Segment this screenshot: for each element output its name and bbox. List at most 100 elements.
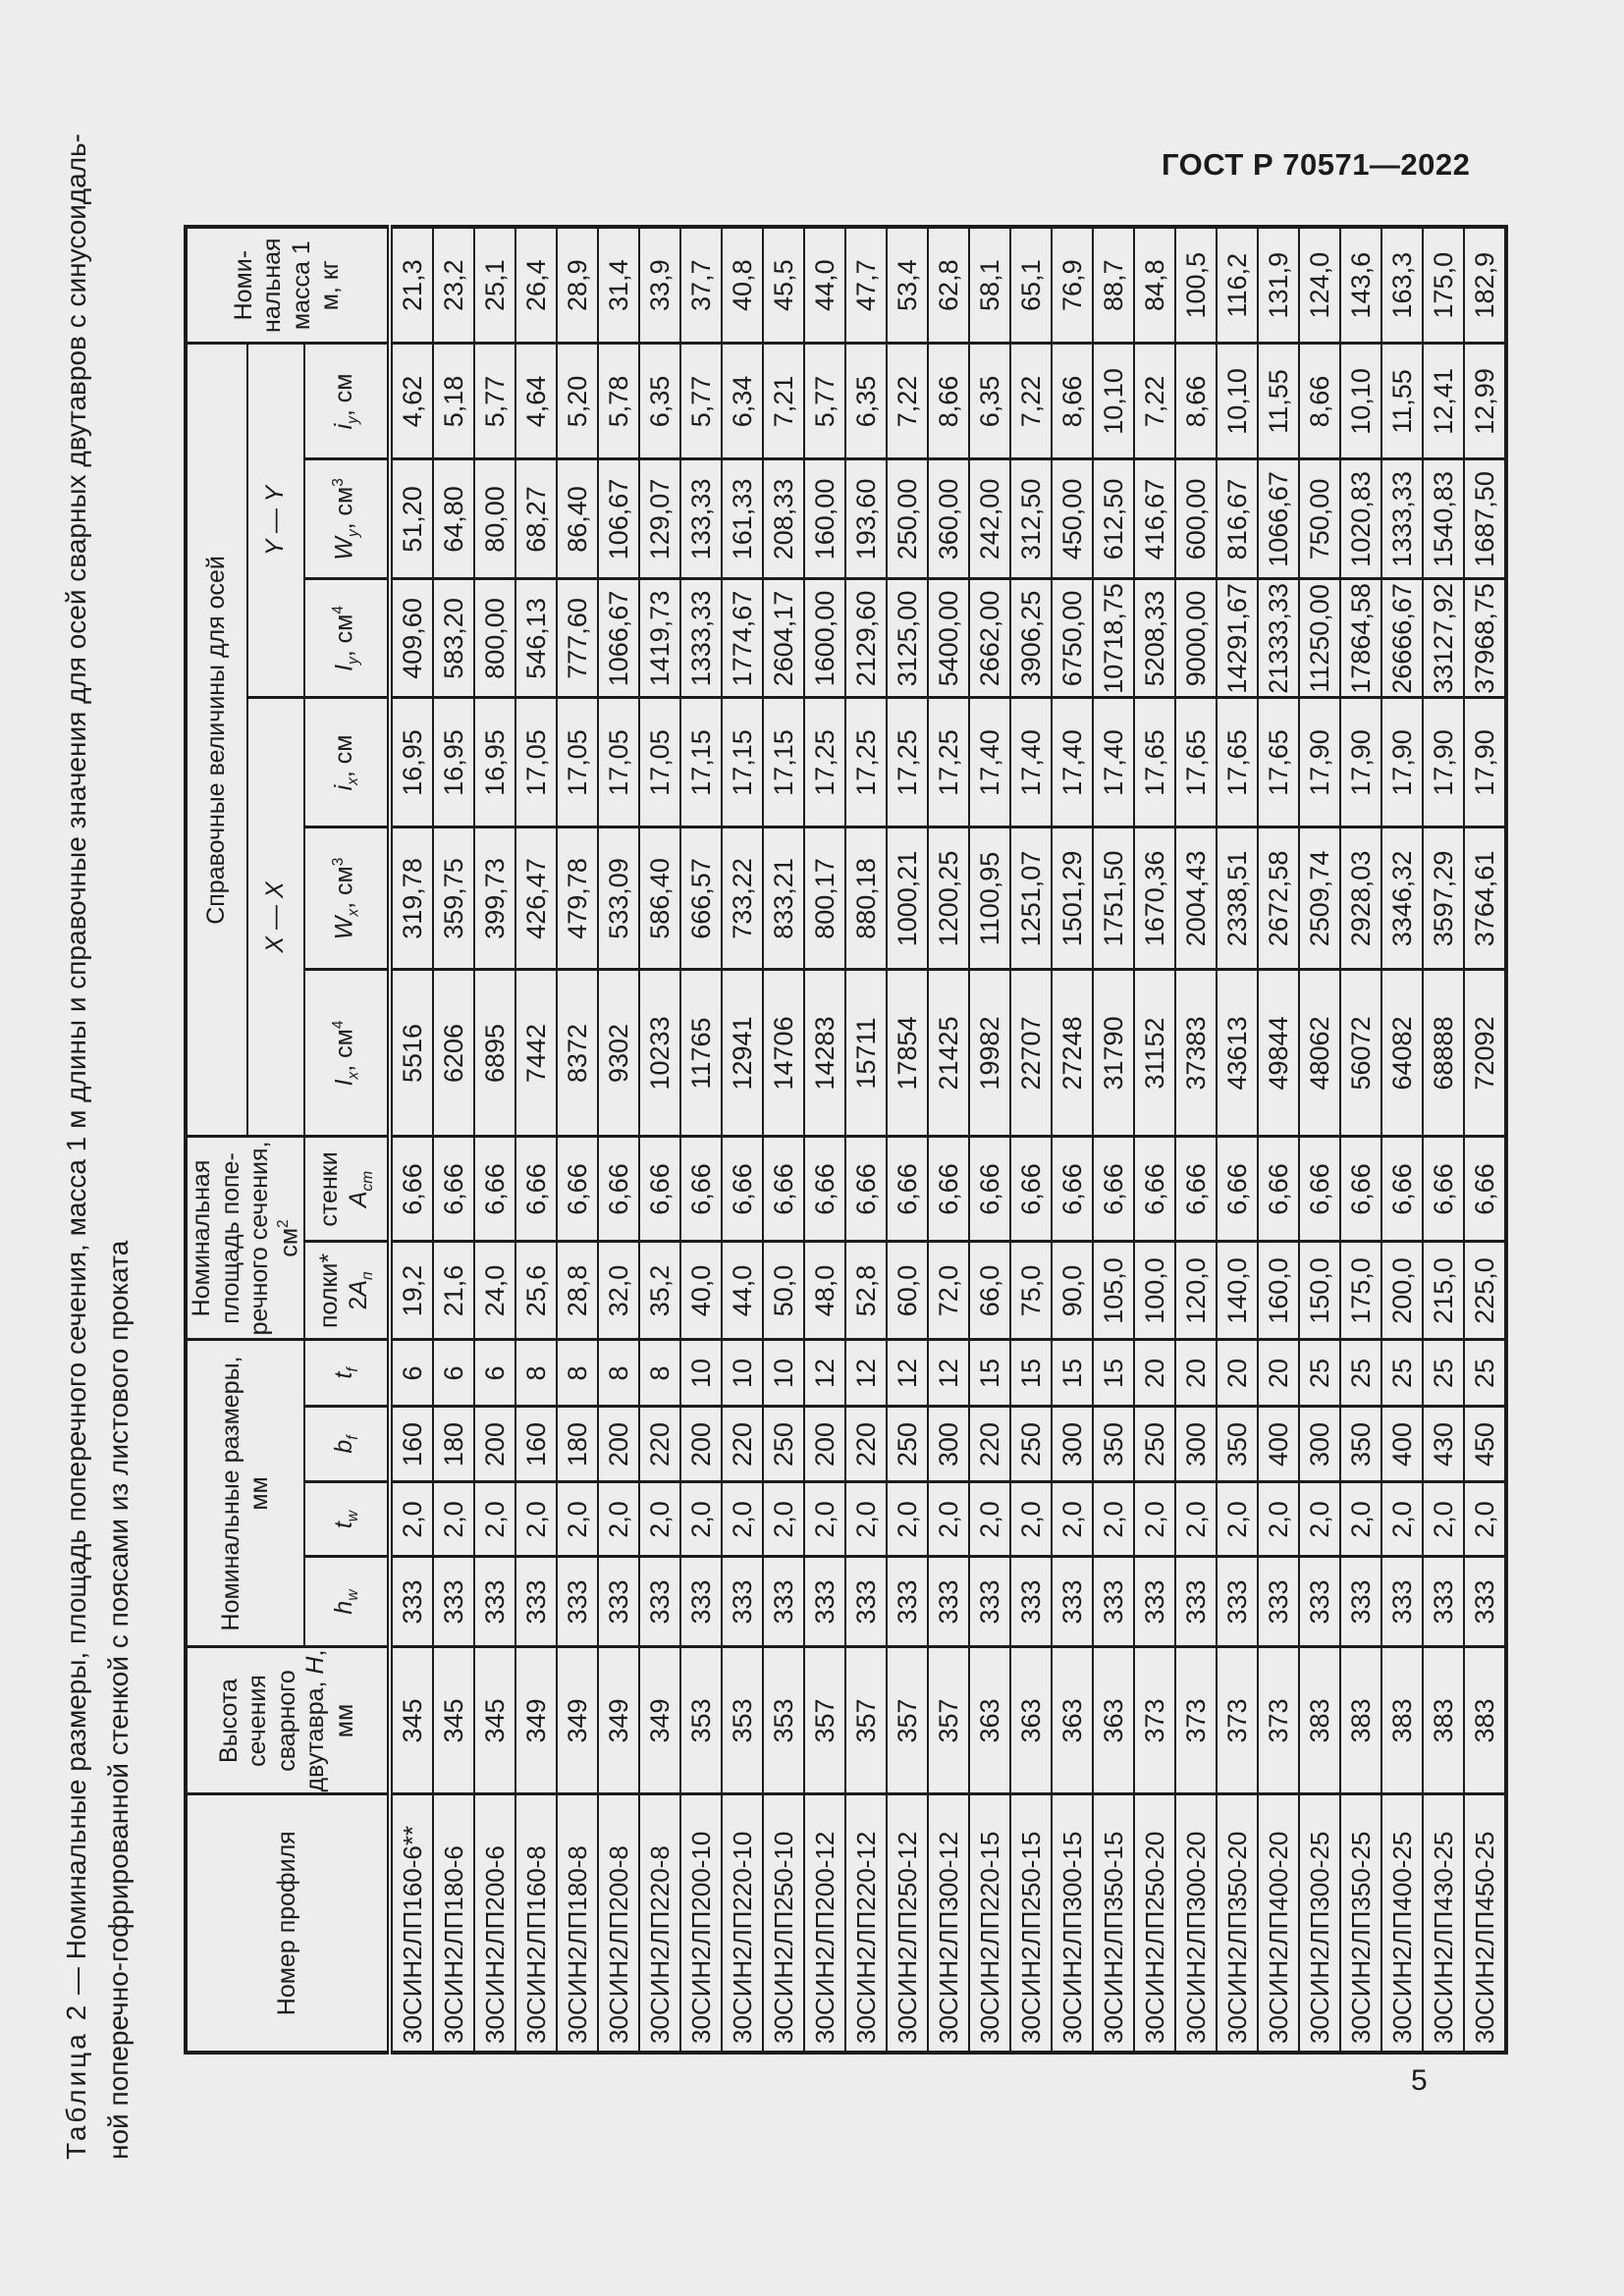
cell-ix: 17,15 [722,697,764,828]
cell-iy: 8,66 [1052,343,1094,459]
cell-hw: 333 [1340,1557,1382,1647]
cell-Ix: 9302 [598,969,640,1137]
cell-profile: 30СИН2ЛП180-6 [433,1794,475,2053]
cell-tw: 2,0 [1010,1482,1053,1557]
cell-tw: 2,0 [1217,1482,1259,1557]
cell-tf: 6 [390,1339,434,1407]
cell-mass: 25,1 [474,226,516,344]
cell-hw: 333 [1299,1557,1341,1647]
cell-tf: 8 [557,1339,599,1407]
cell-iy: 5,77 [804,343,846,459]
cell-mass: 88,7 [1093,226,1135,344]
table-row: 30СИН2ЛП180-8 349 333 2,0 180 8 28,8 6,66 8372 47… [557,226,599,2053]
col-header-iy: iy, см [304,343,391,459]
cell-tw: 2,0 [1258,1482,1300,1557]
cell-iy: 11,55 [1258,343,1300,459]
cell-Iy: 2604,17 [763,578,805,698]
cell-Wx: 359,75 [433,827,475,970]
cell-tf: 15 [969,1339,1011,1407]
cell-mass: 143,6 [1340,226,1382,344]
cell-hw: 333 [1258,1557,1300,1647]
cell-mass: 65,1 [1010,226,1053,344]
cell-A-flange: 75,0 [1010,1241,1053,1340]
cell-Iy: 3906,25 [1010,578,1053,698]
cell-mass: 131,9 [1258,226,1300,344]
cell-iy: 4,62 [390,343,434,459]
cell-A-flange: 120,0 [1175,1241,1218,1340]
cell-A-flange: 105,0 [1093,1241,1135,1340]
table-row: 30СИН2ЛП220-8 349 333 2,0 220 8 35,2 6,66 10233 5… [639,226,681,2053]
cell-hw: 333 [969,1557,1011,1647]
cell-iy: 6,35 [639,343,681,459]
cell-Wy: 106,67 [598,458,640,579]
cell-ix: 16,95 [474,697,516,828]
cell-tw: 2,0 [845,1482,888,1557]
cell-tf: 10 [722,1339,764,1407]
cell-ix: 17,65 [1175,697,1218,828]
cell-mass: 21,3 [390,226,434,344]
cell-ix: 17,90 [1381,697,1424,828]
cell-iy: 11,55 [1381,343,1424,459]
cell-tw: 2,0 [1093,1482,1135,1557]
cell-ix: 17,25 [928,697,970,828]
cell-A-flange: 160,0 [1258,1241,1300,1340]
cell-profile: 30СИН2ЛП180-8 [557,1794,599,2053]
cell-profile: 30СИН2ЛП160-8 [515,1794,558,2053]
cell-A-flange: 40,0 [680,1241,723,1340]
cell-ix: 17,90 [1340,697,1382,828]
table-row: 30СИН2ЛП430-25 383 333 2,0 430 25 215,0 6,66 688… [1423,226,1465,2053]
cell-bf: 350 [1217,1407,1259,1482]
cell-Iy: 33127,92 [1423,578,1465,698]
cell-A-web: 6,66 [639,1136,681,1242]
cell-tw: 2,0 [1464,1482,1507,1557]
cell-profile: 30СИН2ЛП250-20 [1134,1794,1176,2053]
table-row: 30СИН2ЛП160-8 349 333 2,0 160 8 25,6 6,66 7442 42… [515,226,558,2053]
cell-A-web: 6,66 [598,1136,640,1242]
cell-profile: 30СИН2ЛП200-10 [680,1794,723,2053]
cell-hw: 333 [845,1557,888,1647]
col-header-Wy: Wy, см3 [304,458,391,579]
cell-A-web: 6,66 [557,1136,599,1242]
cell-A-web: 6,66 [1052,1136,1094,1242]
cell-bf: 220 [722,1407,764,1482]
cell-hw: 333 [1134,1557,1176,1647]
cell-hw: 333 [680,1557,723,1647]
cell-tf: 10 [680,1339,723,1407]
cell-Wy: 51,20 [390,458,434,579]
cell-Wy: 1333,33 [1381,458,1424,579]
cell-H: 363 [969,1647,1011,1794]
cell-tf: 8 [515,1339,558,1407]
cell-H: 373 [1175,1647,1218,1794]
cell-tw: 2,0 [1340,1482,1382,1557]
cell-hw: 333 [1052,1557,1094,1647]
cell-ix: 17,05 [598,697,640,828]
cell-Wx: 833,21 [763,827,805,970]
cell-hw: 333 [804,1557,846,1647]
group-header-cross-section-area: Номинальная площадь попе-речного сечения… [186,1136,305,1340]
cell-Wx: 880,18 [845,827,888,970]
cell-tw: 2,0 [804,1482,846,1557]
cell-H: 383 [1423,1647,1465,1794]
cell-bf: 250 [887,1407,929,1482]
cell-iy: 10,10 [1093,343,1135,459]
table-row: 30СИН2ЛП300-12 357 333 2,0 300 12 72,0 6,66 2142… [928,226,970,2053]
cell-bf: 350 [1093,1407,1135,1482]
cell-tw: 2,0 [969,1482,1011,1557]
cell-Wy: 80,00 [474,458,516,579]
cell-tw: 2,0 [1134,1482,1176,1557]
cell-bf: 450 [1464,1407,1507,1482]
col-header-height: Высота сечения сварного двутавра, Н, мм [186,1647,391,1794]
cell-Iy: 10718,75 [1093,578,1135,698]
cell-Wy: 160,00 [804,458,846,579]
cell-Wx: 3597,29 [1423,827,1465,970]
cell-iy: 6,35 [969,343,1011,459]
cell-profile: 30СИН2ЛП200-8 [598,1794,640,2053]
cell-Iy: 409,60 [390,578,434,698]
cell-Wx: 800,17 [804,827,846,970]
cell-iy: 10,10 [1340,343,1382,459]
cell-Iy: 9000,00 [1175,578,1218,698]
table-row: 30СИН2ЛП220-12 357 333 2,0 220 12 52,8 6,66 1571… [845,226,888,2053]
cell-A-web: 6,66 [1010,1136,1053,1242]
cell-mass: 58,1 [969,226,1011,344]
cell-iy: 5,18 [433,343,475,459]
